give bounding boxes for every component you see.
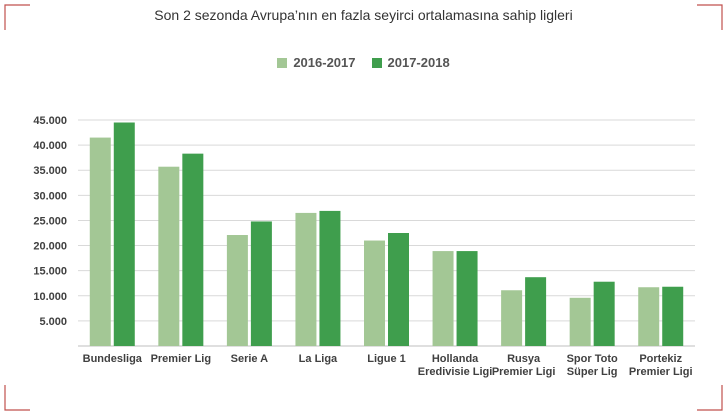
bar-rusya-premier-ligi-2016-2017 <box>501 290 523 346</box>
x-tick-label-line: Eredivisie Ligi <box>418 366 493 378</box>
bar-spor-toto-s-per-lig-2016-2017 <box>569 297 591 346</box>
x-tick-label: Spor Toto Süper Lig <box>567 353 618 378</box>
bar-hollanda-eredivisie-ligi-2016-2017 <box>432 251 454 346</box>
x-tick-label: Hollanda Eredivisie Ligi <box>418 353 493 378</box>
bar-bundesliga-2017-2018 <box>113 122 135 346</box>
corner-mark-bottom-left <box>4 385 30 411</box>
bar-la-liga-2016-2017 <box>295 212 317 346</box>
x-tick-label: Portekiz Premier Ligi <box>629 353 693 378</box>
corner-mark-bottom-right <box>697 385 723 411</box>
legend-swatch-2017-2018 <box>371 57 382 68</box>
legend-item-2016-2017: 2016-2017 <box>277 55 356 70</box>
x-tick-label: Rusya Premier Ligi <box>492 353 556 378</box>
x-tick-label-line: Bundesliga <box>83 353 143 365</box>
x-tick-label-line: Ligue 1 <box>367 353 406 365</box>
x-tick-label-line: Serie A <box>231 353 269 365</box>
y-tick-label: 40.000 <box>33 140 67 152</box>
chart-title: Son 2 sezonda Avrupa’nın en fazla seyirc… <box>154 7 573 23</box>
legend-swatch-2016-2017 <box>277 57 288 68</box>
x-tick-label-line: Rusya <box>507 353 541 365</box>
bar-spor-toto-s-per-lig-2017-2018 <box>593 281 615 346</box>
x-tick-label-line: Premier Lig <box>151 353 212 365</box>
bar-ligue-1-2017-2018 <box>388 233 409 346</box>
bar-portekiz-premier-ligi-2017-2018 <box>662 286 684 346</box>
x-tick-label-line: Portekiz <box>639 353 682 365</box>
x-tick-label-line: Premier Ligi <box>492 366 556 378</box>
x-tick-label-line: La Liga <box>299 353 338 365</box>
x-tick-label: Bundesliga <box>83 353 143 365</box>
legend-label-2016-2017: 2016-2017 <box>293 55 356 70</box>
legend-label-2017-2018: 2017-2018 <box>387 55 450 70</box>
y-tick-label: 20.000 <box>33 241 67 253</box>
x-tick-label-line: Süper Lig <box>567 366 618 378</box>
bar-bundesliga-2016-2017 <box>89 137 111 346</box>
y-tick-label: 30.000 <box>33 190 67 202</box>
y-tick-label: 15.000 <box>33 266 67 278</box>
x-tick-label: Serie A <box>231 353 269 365</box>
corner-mark-top-left <box>4 4 30 30</box>
x-tick-label: La Liga <box>299 353 338 365</box>
corner-mark-top-right <box>697 4 723 30</box>
bar-rusya-premier-ligi-2017-2018 <box>525 277 547 346</box>
x-tick-label: Ligue 1 <box>367 353 406 365</box>
y-tick-label: 5.000 <box>39 316 67 328</box>
bar-ligue-1-2016-2017 <box>364 240 385 346</box>
bar-hollanda-eredivisie-ligi-2017-2018 <box>456 251 478 346</box>
y-tick-label: 10.000 <box>33 291 67 303</box>
bar-portekiz-premier-ligi-2016-2017 <box>638 287 660 346</box>
y-tick-label: 25.000 <box>33 215 67 227</box>
bar-la-liga-2017-2018 <box>319 210 341 346</box>
bar-serie-a-2016-2017 <box>226 235 248 346</box>
legend-item-2017-2018: 2017-2018 <box>371 55 450 70</box>
y-tick-label: 45.000 <box>33 115 67 127</box>
x-tick-label-line: Premier Ligi <box>629 366 693 378</box>
bar-premier-lig-2017-2018 <box>182 153 204 346</box>
y-tick-label: 35.000 <box>33 165 67 177</box>
bar-premier-lig-2016-2017 <box>158 166 180 346</box>
bar-serie-a-2017-2018 <box>250 221 272 346</box>
x-tick-label-line: Spor Toto <box>567 353 618 365</box>
legend: 2016-2017 2017-2018 <box>0 55 727 70</box>
x-tick-label: Premier Lig <box>151 353 212 365</box>
x-tick-label-line: Hollanda <box>432 353 479 365</box>
